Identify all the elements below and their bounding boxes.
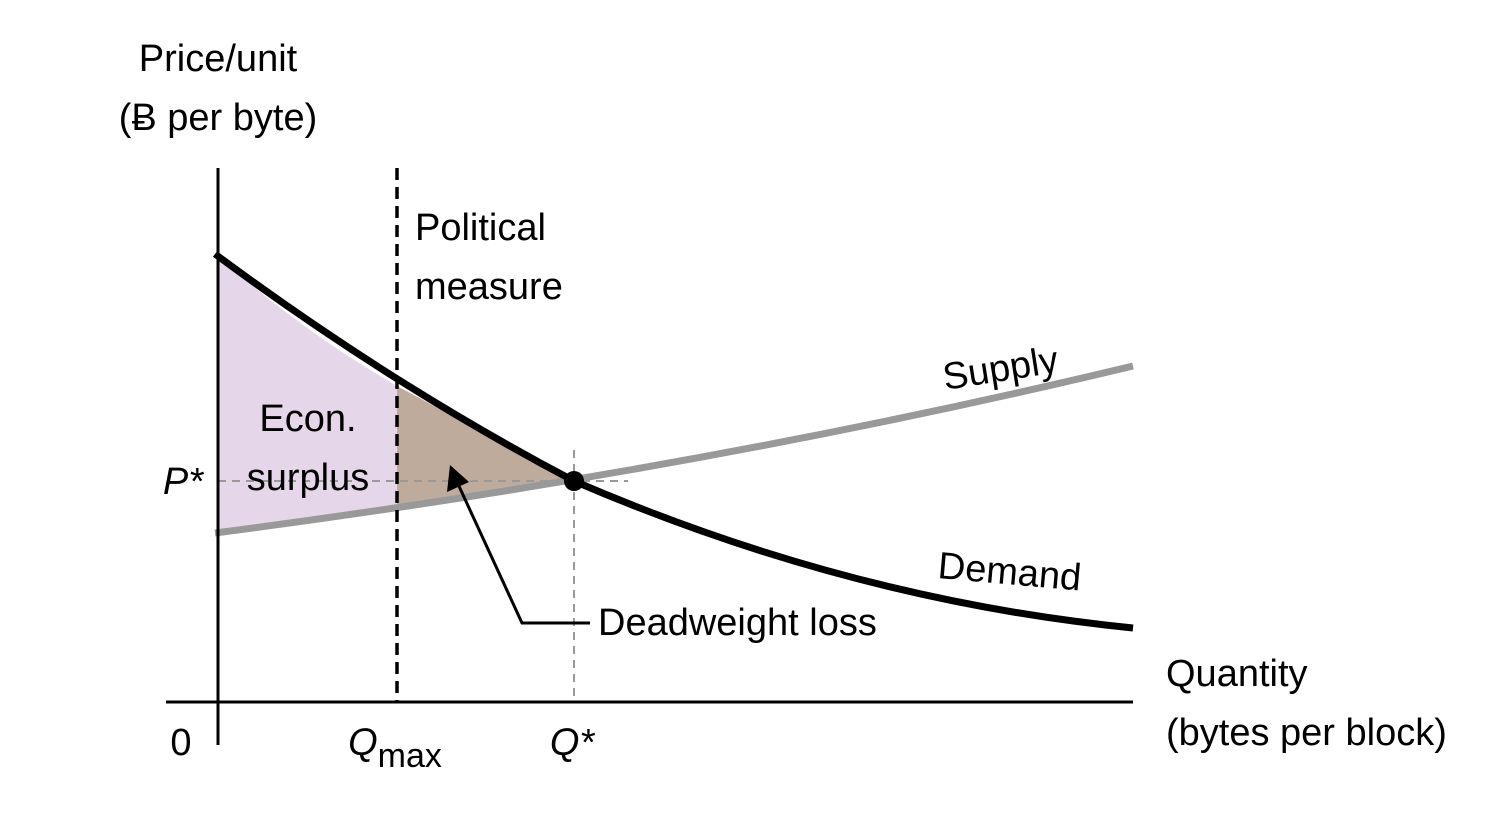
p-star-label: P* [163, 461, 204, 503]
political-measure-label-line1: Political [415, 207, 546, 249]
political-measure-label-line2: measure [415, 266, 563, 308]
deadweight-loss-label: Deadweight loss [598, 602, 877, 644]
q-max-label: Qmax [348, 722, 442, 775]
deadweight-loss-arrowhead [447, 465, 469, 492]
econ-surplus-region [218, 256, 397, 533]
deadweight-loss-arrow-line [456, 483, 590, 625]
q-star-label: Q* [550, 722, 596, 764]
deadweight-loss-region [397, 386, 574, 511]
econ-surplus-label-line1: Econ. [259, 398, 356, 440]
y-axis-label-line2: (Ƀ per byte) [119, 97, 318, 139]
y-axis-label-line1: Price/unit [139, 38, 298, 80]
econ-surplus-label-line2: surplus [247, 457, 370, 499]
demand-label: Demand [936, 545, 1083, 599]
equilibrium-point [564, 471, 584, 491]
origin-label: 0 [170, 722, 191, 764]
x-axis-label-line2: (bytes per block) [1166, 712, 1447, 754]
demand-curve [212, 251, 1134, 632]
supply-curve [214, 362, 1134, 537]
x-axis-label-line1: Quantity [1166, 653, 1308, 695]
